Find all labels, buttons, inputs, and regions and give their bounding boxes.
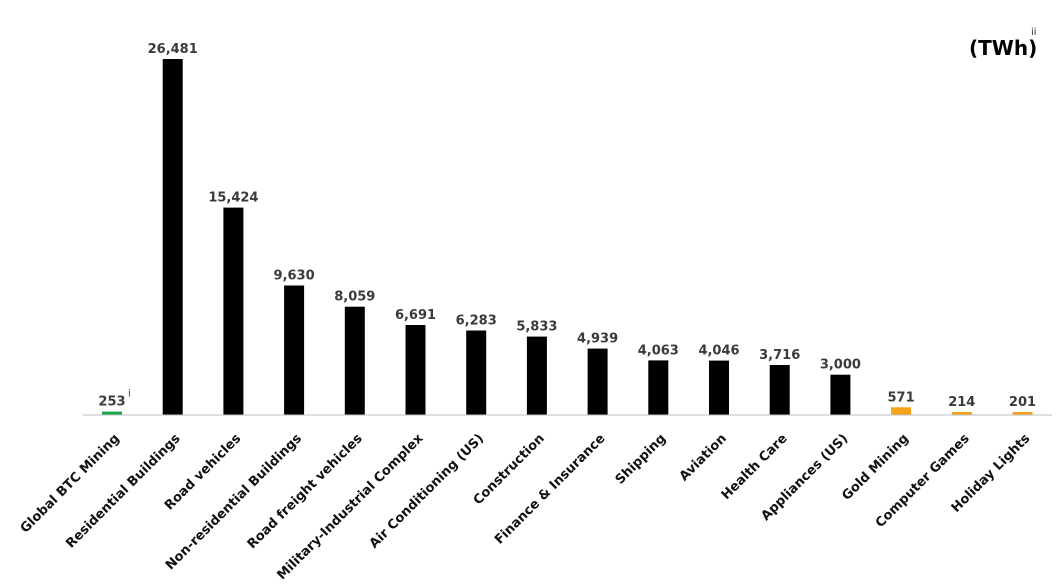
bar-0 (102, 411, 122, 415)
value-label-15: 201 (1009, 395, 1036, 410)
bar-10 (709, 360, 729, 415)
bar-8 (587, 348, 608, 415)
category-label-6: Air Conditioning (US) (367, 431, 487, 551)
category-label-9: Shipping (613, 431, 669, 487)
bar-9 (648, 360, 669, 415)
unit-label: (TWh) (969, 36, 1037, 60)
value-label-13: 571 (888, 390, 915, 405)
value-label-2: 15,424 (208, 191, 258, 206)
category-label-10: Aviation (677, 431, 730, 484)
bar-4 (344, 306, 365, 415)
value-footnote-0: i (128, 389, 131, 400)
category-label-0: Global BTC Mining (18, 431, 123, 536)
bar-15 (1012, 412, 1033, 415)
category-label-1: Residential Buildings (63, 431, 183, 551)
value-label-7: 5,833 (516, 320, 557, 335)
value-label-4: 8,059 (334, 290, 375, 305)
bar-1 (162, 59, 183, 415)
value-label-1: 26,481 (148, 42, 198, 57)
category-label-4: Road freight vehicles (245, 431, 366, 552)
bar-5 (405, 325, 426, 415)
value-label-11: 3,716 (759, 348, 800, 363)
bar-2 (223, 207, 244, 415)
bar-3 (284, 285, 305, 415)
unit-footnote: ii (1031, 27, 1037, 38)
bar-11 (769, 365, 790, 415)
value-label-12: 3,000 (820, 358, 861, 373)
category-label-8: Finance & Insurance (492, 431, 609, 548)
bar-6 (466, 330, 487, 415)
bar-7 (526, 336, 547, 415)
value-label-9: 4,063 (638, 343, 679, 358)
bar-13 (891, 407, 912, 415)
bar-12 (830, 374, 851, 415)
value-label-10: 4,046 (698, 344, 739, 359)
bar-14 (951, 412, 972, 415)
value-label-0: 253 (98, 395, 125, 410)
value-label-3: 9,630 (274, 269, 315, 284)
bars-group (102, 59, 1033, 415)
value-label-8: 4,939 (577, 332, 618, 347)
value-label-14: 214 (948, 395, 975, 410)
value-label-5: 6,691 (395, 308, 436, 323)
value-label-6: 6,283 (456, 314, 497, 329)
